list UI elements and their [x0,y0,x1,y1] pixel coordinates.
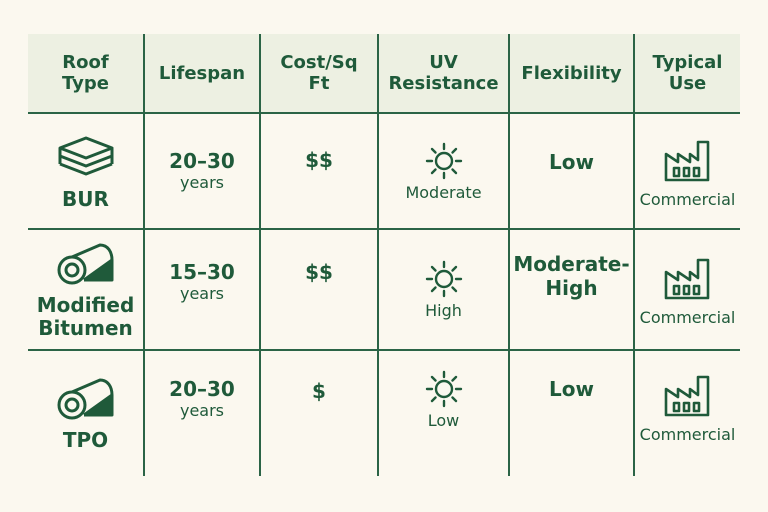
roof-type-name: TPO [62,428,109,452]
factory-icon [662,369,714,419]
roof-type-name: BUR [62,186,109,211]
layers-icon [54,132,118,184]
sun-icon [424,259,464,299]
uv-cell: High [377,230,508,351]
lifespan-range: 20–30 [169,377,235,401]
lifespan-cell: 20–30 years [143,351,259,476]
cost-cell: $$ [259,114,377,230]
cost-cell: $ [259,351,377,476]
uv-value: High [425,301,462,320]
flexibility-value: Low [549,377,594,401]
header-cost: Cost/Sq Ft [259,34,377,114]
flexibility-cell: Moderate- High [508,230,633,351]
header-label: Typical Use [652,52,723,94]
roof-comparison-table: Roof Type Lifespan Cost/Sq Ft UV Resista… [28,34,740,476]
typical-use-value: Commercial [639,308,736,327]
typical-use-cell: Commercial [633,230,740,351]
lifespan-cell: 15–30 years [143,230,259,351]
header-label: Cost/Sq Ft [280,52,358,94]
lifespan-unit: years [179,173,225,192]
cost-value: $$ [305,148,333,172]
header-uv-resistance: UV Resistance [377,34,508,114]
factory-icon [662,252,714,302]
lifespan-unit: years [179,401,225,420]
header-roof-type: Roof Type [28,34,143,114]
cost-cell: $$ [259,230,377,351]
roof-type-cell: BUR [28,114,143,230]
uv-cell: Low [377,351,508,476]
cost-value: $ [312,379,326,403]
roof-type-name: Modified Bitumen [36,292,135,340]
sun-icon [424,369,464,409]
roof-type-cell: TPO [28,351,143,476]
sun-icon [424,141,464,181]
header-flexibility: Flexibility [508,34,633,114]
lifespan-cell: 20–30 years [143,114,259,230]
cost-value: $$ [305,260,333,284]
flexibility-cell: Low [508,114,633,230]
lifespan-unit: years [179,284,225,303]
flexibility-cell: Low [508,351,633,476]
flexibility-value: Low [549,150,594,174]
typical-use-cell: Commercial [633,351,740,476]
uv-cell: Moderate [377,114,508,230]
uv-value: Low [427,411,460,430]
header-label: Lifespan [158,62,246,84]
factory-icon [662,134,714,184]
header-label: Roof Type [62,52,109,94]
flexibility-value: Moderate- High [513,252,630,300]
lifespan-range: 20–30 [169,149,235,173]
typical-use-value: Commercial [639,189,736,209]
header-typical-use: Typical Use [633,34,740,114]
roof-type-cell: Modified Bitumen [28,230,143,351]
lifespan-range: 15–30 [169,260,235,284]
roll-icon [54,375,118,425]
typical-use-value: Commercial [639,425,736,444]
typical-use-cell: Commercial [633,114,740,230]
header-label: Flexibility [521,62,622,84]
uv-value: Moderate [405,182,482,202]
roll-icon [54,240,118,290]
header-lifespan: Lifespan [143,34,259,114]
header-label: UV Resistance [388,52,499,94]
